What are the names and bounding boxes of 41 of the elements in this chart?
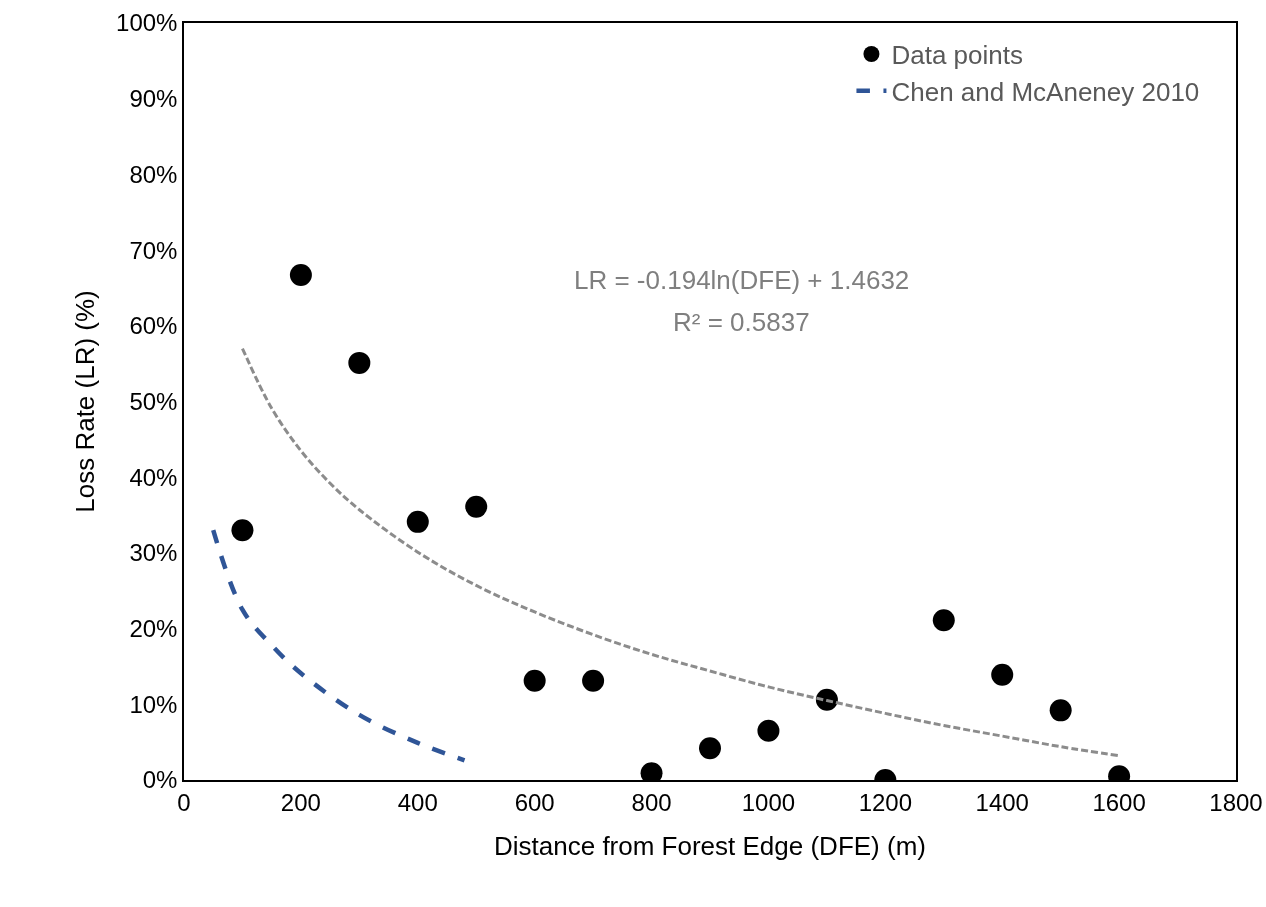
y-tick-label: 50% — [129, 387, 178, 415]
x-axis-title: Distance from Forest Edge (DFE) (m) — [494, 830, 926, 861]
point — [1049, 699, 1072, 722]
line-series — [240, 347, 1121, 758]
y-axis-title: Loss Rate (LR) (%) — [69, 290, 100, 513]
point — [348, 351, 371, 374]
x-tick-label: 800 — [631, 788, 672, 816]
x-tick-label: 1200 — [858, 788, 913, 816]
point — [991, 663, 1014, 686]
point — [289, 264, 312, 287]
annotation: R² = 0.5837 — [673, 307, 810, 337]
y-tick-label: 40% — [129, 463, 178, 491]
y-tick-label: 70% — [129, 236, 178, 264]
point — [699, 737, 721, 760]
point — [406, 510, 429, 533]
x-tick-label: 0 — [177, 788, 191, 816]
y-tick-label: 100% — [116, 9, 178, 37]
annotation: LR = -0.194ln(DFE) + 1.4632 — [574, 265, 910, 295]
x-tick-label: 200 — [280, 788, 321, 816]
y-tick-label: 0% — [142, 766, 178, 794]
point — [757, 719, 780, 742]
x-tick-label: 400 — [397, 788, 438, 816]
legend-label: Data points — [891, 40, 1023, 71]
point — [465, 495, 488, 518]
x-tick-label: 1400 — [975, 788, 1029, 816]
x-tick-label: 1000 — [741, 788, 796, 816]
point — [932, 609, 955, 632]
point — [231, 519, 254, 542]
y-tick-label: 80% — [129, 160, 178, 188]
y-tick-label: 90% — [129, 85, 178, 113]
y-tick-label: 30% — [129, 539, 178, 567]
point — [523, 669, 546, 692]
point — [582, 669, 605, 692]
x-tick-label: 1600 — [1092, 788, 1146, 816]
legend-label: Chen and McAneney 2010 — [891, 76, 1200, 107]
y-tick-label: 60% — [129, 312, 178, 340]
x-tick-label: 1800 — [1209, 788, 1263, 816]
x-tick-label: 600 — [514, 788, 555, 816]
y-tick-label: 10% — [129, 690, 178, 718]
line-series — [210, 527, 467, 763]
y-tick-label: 20% — [129, 615, 178, 642]
